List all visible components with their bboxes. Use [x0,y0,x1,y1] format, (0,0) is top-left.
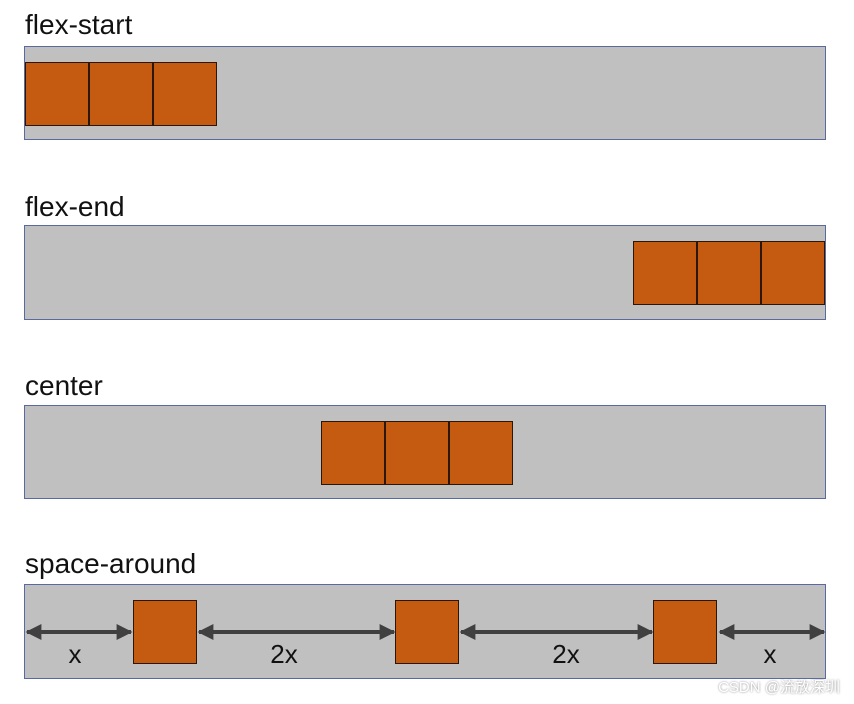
container-flex-end [24,225,826,320]
item-box [153,62,217,126]
item-box [449,421,513,485]
watermark: CSDN @流放深圳 [718,679,840,696]
label-center: center [25,370,103,401]
item-box [25,62,89,126]
item-box [89,62,153,126]
container-flex-start [24,46,826,140]
label-space-around: space-around [25,548,197,579]
item-box [697,241,761,305]
item-box [633,241,697,305]
container-space-around: x 2x 2x x [24,584,826,679]
gap-label: x [763,639,777,669]
item-box [653,600,717,664]
item-box [761,241,825,305]
gap-label: x [68,639,82,669]
item-box [385,421,449,485]
item-box [395,600,459,664]
gap-label: 2x [552,639,580,669]
gap-arrows [25,624,826,640]
gap-label: 2x [270,639,298,669]
label-flex-start: flex-start [25,9,133,40]
item-box [133,600,197,664]
item-box [321,421,385,485]
label-flex-end: flex-end [25,191,125,222]
container-center [24,405,826,499]
